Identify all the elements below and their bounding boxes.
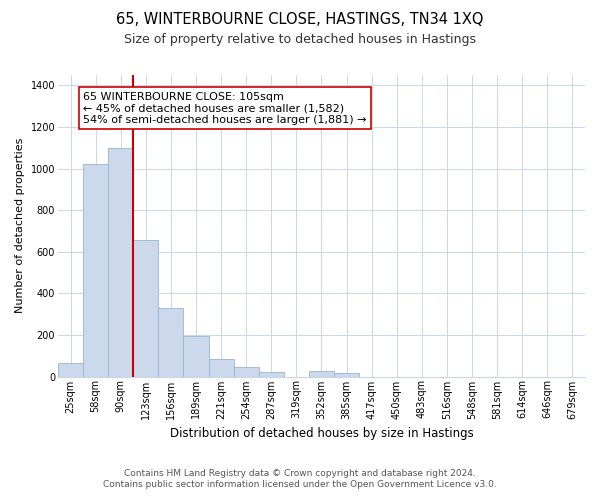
Bar <box>209 359 233 376</box>
Text: Contains public sector information licensed under the Open Government Licence v3: Contains public sector information licen… <box>103 480 497 489</box>
Bar <box>334 374 359 376</box>
Bar <box>58 363 83 376</box>
Bar <box>184 336 209 376</box>
Bar <box>133 240 158 376</box>
Bar <box>108 148 133 376</box>
Bar <box>259 372 284 376</box>
Text: 65 WINTERBOURNE CLOSE: 105sqm
← 45% of detached houses are smaller (1,582)
54% o: 65 WINTERBOURNE CLOSE: 105sqm ← 45% of d… <box>83 92 367 125</box>
Text: Contains HM Land Registry data © Crown copyright and database right 2024.: Contains HM Land Registry data © Crown c… <box>124 468 476 477</box>
Text: 65, WINTERBOURNE CLOSE, HASTINGS, TN34 1XQ: 65, WINTERBOURNE CLOSE, HASTINGS, TN34 1… <box>116 12 484 28</box>
Bar <box>233 366 259 376</box>
Bar <box>83 164 108 376</box>
Bar <box>158 308 184 376</box>
X-axis label: Distribution of detached houses by size in Hastings: Distribution of detached houses by size … <box>170 427 473 440</box>
Y-axis label: Number of detached properties: Number of detached properties <box>15 138 25 314</box>
Bar <box>309 372 334 376</box>
Text: Size of property relative to detached houses in Hastings: Size of property relative to detached ho… <box>124 32 476 46</box>
